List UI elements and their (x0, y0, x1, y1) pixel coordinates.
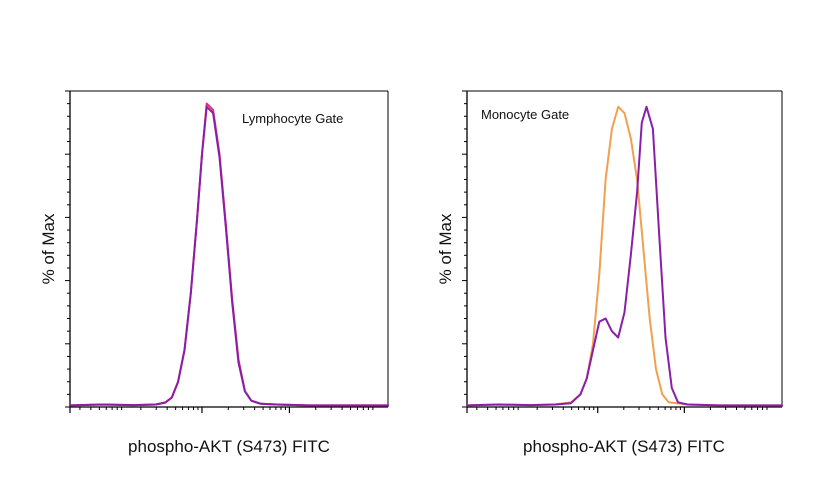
y-axis-title: % of Max (436, 213, 455, 284)
panel-monocyte: Monocyte Gate phospho-AKT (S473) FITC % … (436, 90, 783, 456)
series-layer (466, 105, 783, 407)
panel-title-background (238, 108, 348, 129)
series-layer (69, 102, 389, 407)
y-axis-title: % of Max (39, 213, 58, 284)
y-ticks (65, 90, 70, 408)
panel-title-background (477, 104, 574, 125)
x-ticks (466, 407, 768, 413)
x-ticks (69, 407, 374, 413)
series-line-0 (466, 105, 783, 407)
x-axis-title: phospho-AKT (S473) FITC (128, 437, 330, 456)
series-line-1 (69, 105, 389, 407)
panel-title-monocyte: Monocyte Gate (481, 107, 569, 122)
plot-frame (466, 90, 783, 408)
series-line-1 (466, 105, 783, 407)
x-axis-title: phospho-AKT (S473) FITC (523, 437, 725, 456)
panel-lymphocyte: Lymphocyte Gate phospho-AKT (S473) FITC … (39, 90, 389, 456)
plot-frame (69, 90, 389, 408)
panel-title-lymphocyte: Lymphocyte Gate (242, 111, 343, 126)
y-ticks (462, 90, 467, 408)
